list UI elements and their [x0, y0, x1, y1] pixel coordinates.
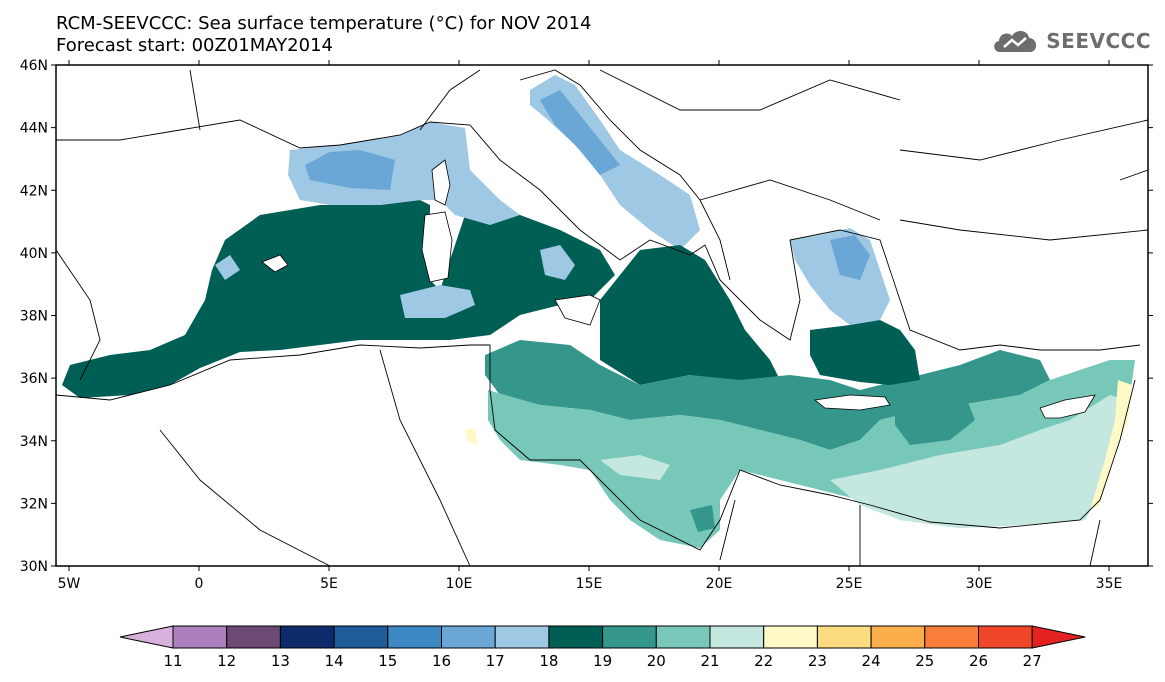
colorbar-label: 26	[969, 652, 988, 670]
lon-tick-label: 10E	[446, 576, 473, 592]
cloud-icon	[994, 30, 1037, 52]
colorbar: 11 12 13 14 15 16 17 18 19 20 21 22 23 24 25 26 27	[119, 625, 1086, 670]
colorbar-swatch	[494, 625, 550, 649]
lat-tick-label: 46N	[20, 58, 48, 74]
colorbar-label: 19	[593, 652, 612, 670]
sicily-island	[554, 294, 601, 326]
lat-tick-label: 34N	[20, 434, 48, 450]
colorbar-label: 16	[432, 652, 451, 670]
longitude-axis: 5W 0 5E 10E 15E 20E 25E 30E 35E	[58, 60, 1123, 592]
colorbar-over-arrow	[1031, 625, 1086, 649]
ionian-19	[600, 245, 780, 385]
colorbar-swatch	[387, 625, 442, 649]
map-title: RCM-SEEVCCC: Sea surface temperature (°C…	[56, 13, 592, 34]
colorbar-swatch	[226, 625, 281, 649]
gulf-of-lion-17	[288, 122, 520, 225]
lon-tick-label: 0	[195, 576, 204, 592]
colorbar-swatch	[333, 625, 389, 649]
lat-tick-label: 44N	[20, 121, 48, 137]
sardinia-island	[421, 211, 453, 283]
colorbar-swatch	[548, 625, 604, 649]
colorbar-swatch	[709, 625, 765, 649]
adriatic-16	[540, 90, 620, 175]
lat-tick-label: 32N	[20, 496, 48, 512]
lon-tick-label: 20E	[706, 576, 733, 592]
cyprus-island	[1039, 394, 1096, 419]
levantine-22	[830, 395, 1125, 528]
colorbar-label: 13	[271, 652, 290, 670]
lon-tick-label: 5E	[320, 576, 338, 592]
west-med-19	[62, 200, 615, 398]
lat-tick-label: 36N	[20, 371, 48, 387]
lat-tick-label: 30N	[20, 559, 48, 575]
colorbar-label: 21	[700, 652, 719, 670]
corsica-island	[431, 159, 451, 206]
map-subtitle: Forecast start: 00Z01MAY2014	[56, 35, 333, 56]
lon-tick-label: 35E	[1096, 576, 1123, 592]
colorbar-swatch	[870, 625, 926, 649]
lon-tick-label: 5W	[58, 576, 81, 592]
colorbar-swatch	[763, 625, 818, 649]
tyrrhenian-17-a	[400, 285, 475, 318]
colorbar-label: 23	[808, 652, 827, 670]
lon-tick-label: 25E	[836, 576, 863, 592]
colorbar-swatch	[655, 625, 711, 649]
sea-temperature-field	[62, 75, 1135, 548]
colorbar-label: 18	[539, 652, 558, 670]
central-20	[485, 340, 1050, 450]
colorbar-label: 22	[754, 652, 773, 670]
mallorca-island	[261, 254, 289, 273]
colorbar-swatch	[924, 625, 979, 649]
colorbar-under-arrow	[119, 625, 174, 649]
colorbar-swatch	[172, 625, 228, 649]
colorbar-label: 12	[217, 652, 236, 670]
colorbar-label: 24	[862, 652, 881, 670]
lon-tick-label: 15E	[576, 576, 603, 592]
tyrrhenian-17-b	[540, 245, 575, 280]
colorbar-label: 20	[647, 652, 666, 670]
lat-tick-label: 40N	[20, 246, 48, 262]
colorbar-label: 11	[163, 652, 182, 670]
tunisia-coast-23	[465, 428, 478, 445]
east-med-20	[895, 390, 975, 445]
aegean-19	[810, 320, 920, 385]
crete-island	[814, 394, 891, 411]
colorbar-label: 15	[378, 652, 397, 670]
balearic-17	[215, 255, 240, 280]
seevccc-logo: SEEVCCC	[990, 24, 1151, 58]
gulf-of-lion-16	[305, 150, 395, 190]
logo-text: SEEVCCC	[1046, 29, 1151, 53]
colorbar-label: 17	[486, 652, 505, 670]
colorbar-swatch	[279, 625, 335, 649]
colorbar-label: 27	[1023, 652, 1042, 670]
colorbar-swatch	[816, 625, 872, 649]
coastlines	[55, 69, 1149, 567]
lat-tick-label: 42N	[20, 183, 48, 199]
libya-22	[600, 455, 670, 480]
colorbar-swatch	[441, 625, 496, 649]
lon-tick-label: 30E	[966, 576, 993, 592]
levant-coast-23	[1090, 380, 1132, 510]
latitude-axis: 30N 32N 34N 36N 38N 40N 42N 44N 46N	[20, 58, 1153, 575]
colorbar-label: 14	[325, 652, 344, 670]
colorbar-swatch	[978, 625, 1033, 649]
colorbar-label: 25	[915, 652, 934, 670]
lat-tick-label: 38N	[20, 309, 48, 325]
colorbar-swatch	[602, 625, 657, 649]
aegean-16	[830, 235, 870, 280]
south-libya-20	[690, 505, 715, 532]
